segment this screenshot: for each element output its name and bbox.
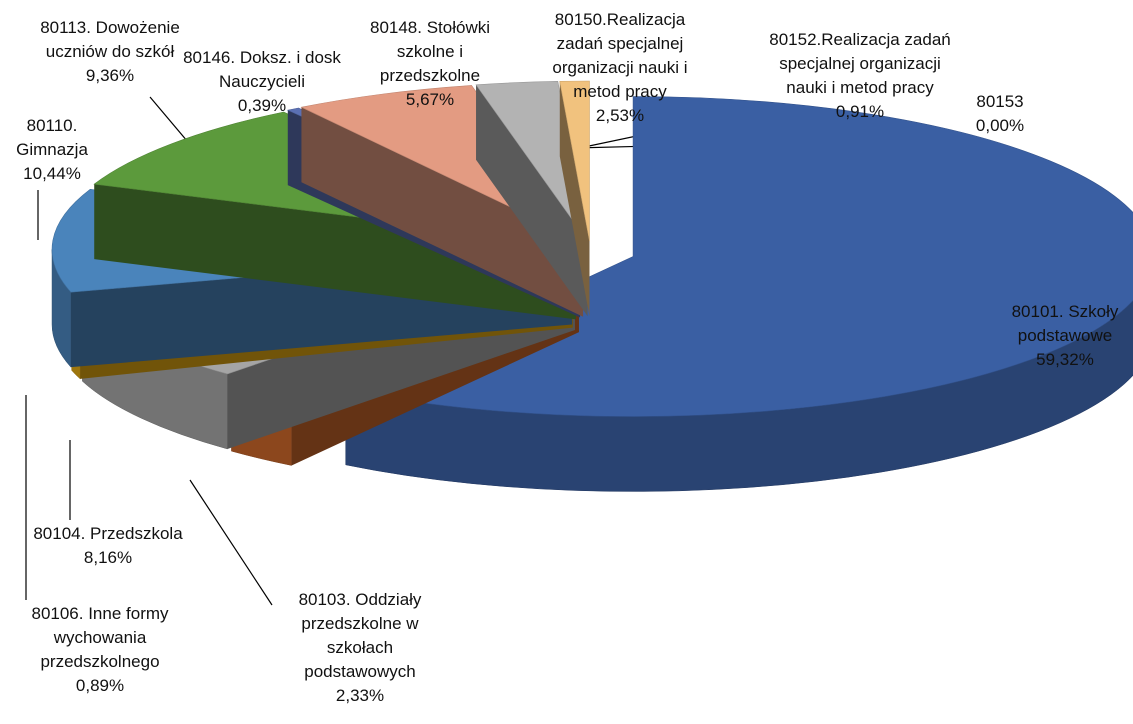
category-name: 80153 xyxy=(976,92,1024,111)
slice-label: 80110. Gimnazja 10,44% xyxy=(0,114,107,186)
slice-top xyxy=(475,81,588,242)
category-name: 80113. Dowożenie uczniów do szkół xyxy=(40,18,180,61)
category-name: 80146. Doksz. i dosk Nauczycieli xyxy=(183,48,341,91)
value-label: 0,39% xyxy=(237,96,287,115)
value-label: 2,33% xyxy=(335,686,385,705)
slice-label: 80150.Realizacja zadań specjalnej organi… xyxy=(533,8,708,128)
slice-label: 80153 0,00% xyxy=(945,90,1055,138)
slice-label: 80103. Oddziały przedszkolne w szkołach … xyxy=(273,588,448,708)
category-name: 80150.Realizacja zadań specjalnej organi… xyxy=(552,10,688,101)
slice-label: 80113. Dowożenie uczniów do szkół 9,36% xyxy=(10,16,210,88)
slice-label: 80106. Inne formy wychowania przedszkoln… xyxy=(0,602,200,698)
value-label: 59,32% xyxy=(1036,350,1094,369)
category-name: 80152.Realizacja zadań specjalnej organi… xyxy=(769,30,951,97)
slice-label: 80146. Doksz. i dosk Nauczycieli 0,39% xyxy=(162,46,362,118)
value-label: 9,36% xyxy=(85,66,135,85)
slice-cut xyxy=(559,81,590,317)
value-label: 0,89% xyxy=(75,676,125,695)
slice-top xyxy=(559,80,590,242)
category-name: 80101. Szkoły podstawowe xyxy=(1011,302,1119,345)
value-label: 0,00% xyxy=(975,116,1025,135)
slice xyxy=(559,80,590,317)
slice-label: 80104. Przedszkola 8,16% xyxy=(8,522,208,570)
category-name: 80104. Przedszkola xyxy=(33,524,183,543)
slice-label: 80101. Szkoły podstawowe 59,32% xyxy=(995,300,1133,372)
slice-label: 80148. Stołówki szkolne i przedszkolne 5,… xyxy=(345,16,515,112)
value-label: 0,91% xyxy=(835,102,885,121)
value-label: 8,16% xyxy=(83,548,133,567)
category-name: 80103. Oddziały przedszkolne w szkołach … xyxy=(298,590,422,681)
category-name: 80110. Gimnazja xyxy=(16,116,88,159)
slice-cut xyxy=(476,84,588,317)
leader-line xyxy=(189,479,273,606)
slice-cut xyxy=(301,107,584,317)
value-label: 2,53% xyxy=(595,106,645,125)
value-label: 5,67% xyxy=(405,90,455,109)
slice-label: 80152.Realizacja zadań specjalnej organi… xyxy=(768,28,953,124)
category-name: 80106. Inne formy wychowania przedszkoln… xyxy=(31,604,169,671)
value-label: 10,44% xyxy=(23,164,81,183)
slice xyxy=(475,81,588,317)
slice-cut xyxy=(94,184,577,320)
category-name: 80148. Stołówki szkolne i przedszkolne xyxy=(369,18,491,85)
